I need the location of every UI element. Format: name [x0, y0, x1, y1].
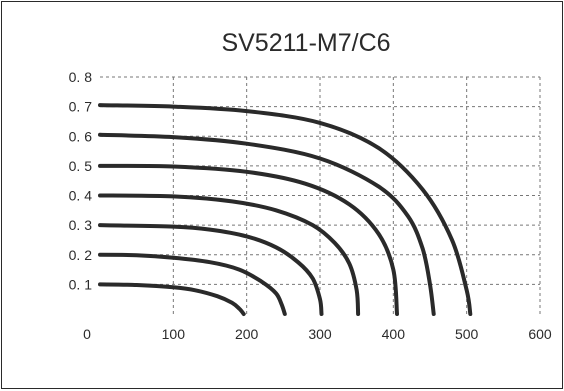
y-tick-label: 0. 4	[69, 188, 93, 204]
series-line-5	[98, 163, 399, 316]
series-line-4	[98, 193, 361, 316]
x-tick-label: 300	[308, 326, 332, 342]
y-tick-label: 0. 2	[69, 247, 93, 263]
y-tick-label: 0. 6	[69, 128, 93, 144]
y-tick-label: 0. 3	[69, 217, 93, 233]
series-line-3	[98, 223, 324, 316]
y-tick-labels: 0. 1 0. 2 0. 3 0. 4 0. 5 0. 6 0. 7 0. 8	[69, 69, 93, 292]
x-tick-label: 500	[455, 326, 479, 342]
series-line-6	[98, 132, 436, 316]
y-tick-label: 0. 5	[69, 158, 93, 174]
chart-title: SV5211-M7/C6	[221, 29, 390, 57]
y-tick-label: 0. 7	[69, 99, 93, 115]
x-tick-labels: 0 100 200 300 400 500 600	[83, 326, 552, 342]
x-tick-label: 0	[83, 326, 91, 342]
series-line-2	[98, 252, 287, 316]
series-group	[98, 103, 473, 316]
y-tick-label: 0. 8	[69, 69, 93, 85]
x-tick-label: 400	[382, 326, 406, 342]
x-tick-label: 600	[528, 326, 552, 342]
y-tick-label: 0. 1	[69, 276, 93, 292]
x-tick-label: 200	[235, 326, 259, 342]
series-line-1	[98, 282, 246, 316]
series-line-7	[98, 103, 473, 316]
x-tick-label: 100	[162, 326, 186, 342]
